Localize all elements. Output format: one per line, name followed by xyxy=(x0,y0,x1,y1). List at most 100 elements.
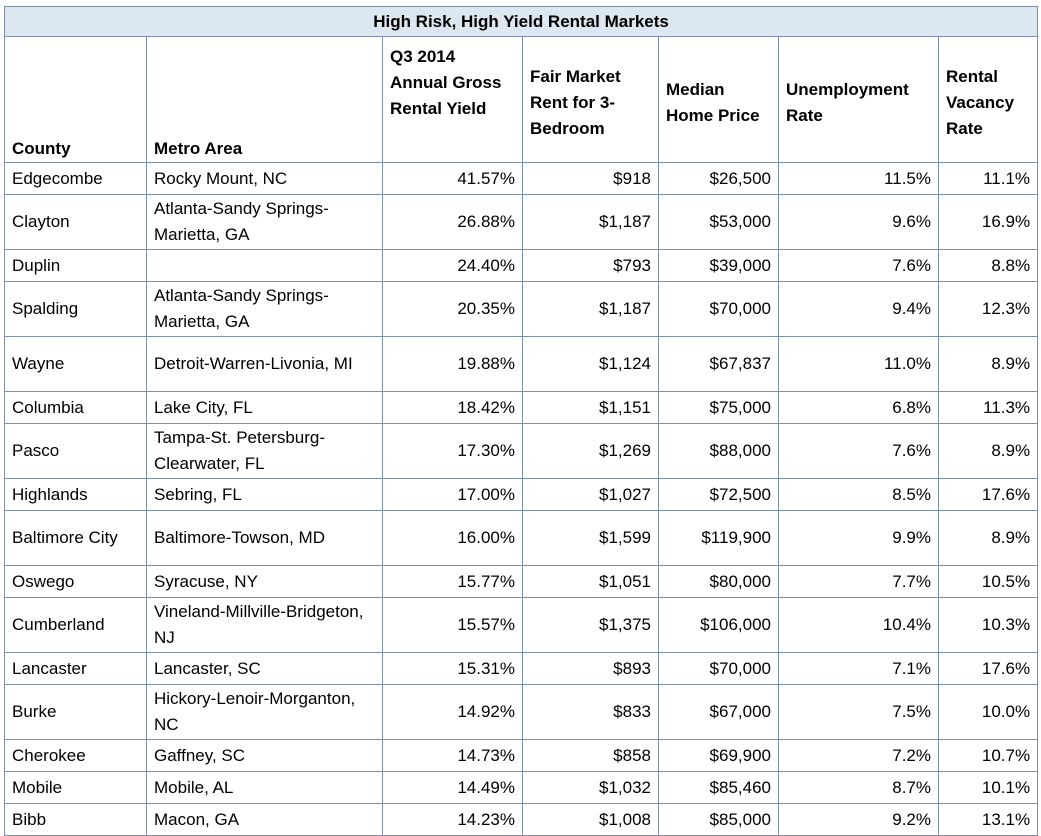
unemployment-rate-cell: 9.6% xyxy=(778,194,939,250)
table-row: Baltimore City Baltimore-Towson, MD 16.0… xyxy=(4,510,1039,566)
unemployment-rate-cell: 7.5% xyxy=(778,684,939,740)
column-header-rental-vacancy-rate: Rental Vacancy Rate xyxy=(937,36,1039,163)
rental-markets-table-container: High Risk, High Yield Rental Markets Cou… xyxy=(3,6,1039,836)
unemployment-rate-cell: 7.6% xyxy=(778,249,939,282)
rental-vacancy-rate-cell: 10.3% xyxy=(937,597,1039,653)
header-row: County Metro Area Q3 2014 Annual Gross R… xyxy=(4,36,1039,163)
unemployment-rate-cell: 7.2% xyxy=(778,739,939,772)
fair-market-rent-cell: $858 xyxy=(522,739,659,772)
table-body: Edgecombe Rocky Mount, NC 41.57% $918 $2… xyxy=(4,162,1039,836)
fair-market-rent-cell: $1,187 xyxy=(522,281,659,337)
fair-market-rent-cell: $918 xyxy=(522,162,659,195)
gross-rental-yield-cell: 15.31% xyxy=(382,652,523,685)
fair-market-rent-cell: $1,375 xyxy=(522,597,659,653)
county-cell: Clayton xyxy=(4,194,147,250)
fair-market-rent-cell: $1,187 xyxy=(522,194,659,250)
median-home-price-cell: $69,900 xyxy=(658,739,779,772)
gross-rental-yield-cell: 17.30% xyxy=(382,423,523,479)
median-home-price-cell: $67,000 xyxy=(658,684,779,740)
gross-rental-yield-cell: 19.88% xyxy=(382,336,523,392)
column-header-gross-rental-yield: Q3 2014 Annual Gross Rental Yield xyxy=(382,36,523,163)
county-cell: Cumberland xyxy=(4,597,147,653)
median-home-price-cell: $72,500 xyxy=(658,478,779,511)
median-home-price-cell: $75,000 xyxy=(658,391,779,424)
unemployment-rate-cell: 8.5% xyxy=(778,478,939,511)
column-header-median-home-price: Median Home Price xyxy=(658,36,779,163)
fair-market-rent-cell: $1,027 xyxy=(522,478,659,511)
rental-vacancy-rate-cell: 11.3% xyxy=(937,391,1039,424)
unemployment-rate-cell: 6.8% xyxy=(778,391,939,424)
fair-market-rent-cell: $893 xyxy=(522,652,659,685)
fair-market-rent-cell: $1,599 xyxy=(522,510,659,566)
rental-markets-table: High Risk, High Yield Rental Markets Cou… xyxy=(3,6,1039,836)
fair-market-rent-cell: $1,051 xyxy=(522,565,659,598)
metro-area-cell: Rocky Mount, NC xyxy=(146,162,383,195)
rental-vacancy-rate-cell: 12.3% xyxy=(937,281,1039,337)
fair-market-rent-cell: $1,151 xyxy=(522,391,659,424)
county-cell: Pasco xyxy=(4,423,147,479)
county-cell: Columbia xyxy=(4,391,147,424)
county-cell: Baltimore City xyxy=(4,510,147,566)
gross-rental-yield-cell: 24.40% xyxy=(382,249,523,282)
metro-area-cell: Lake City, FL xyxy=(146,391,383,424)
median-home-price-cell: $80,000 xyxy=(658,565,779,598)
median-home-price-cell: $70,000 xyxy=(658,652,779,685)
median-home-price-cell: $119,900 xyxy=(658,510,779,566)
county-cell: Duplin xyxy=(4,249,147,282)
table-title: High Risk, High Yield Rental Markets xyxy=(3,6,1039,37)
metro-area-cell: Hickory-Lenoir-Morganton, NC xyxy=(146,684,383,740)
rental-vacancy-rate-cell: 10.7% xyxy=(937,739,1039,772)
gross-rental-yield-cell: 41.57% xyxy=(382,162,523,195)
metro-area-cell: Atlanta-Sandy Springs-Marietta, GA xyxy=(146,194,383,250)
table-row: Clayton Atlanta-Sandy Springs-Marietta, … xyxy=(4,194,1039,250)
county-cell: Lancaster xyxy=(4,652,147,685)
gross-rental-yield-cell: 18.42% xyxy=(382,391,523,424)
table-row: Lancaster Lancaster, SC 15.31% $893 $70,… xyxy=(4,652,1039,685)
fair-market-rent-cell: $1,124 xyxy=(522,336,659,392)
gross-rental-yield-cell: 20.35% xyxy=(382,281,523,337)
rental-vacancy-rate-cell: 10.5% xyxy=(937,565,1039,598)
table-row: Highlands Sebring, FL 17.00% $1,027 $72,… xyxy=(4,478,1039,511)
rental-vacancy-rate-cell: 8.9% xyxy=(937,510,1039,566)
unemployment-rate-cell: 9.9% xyxy=(778,510,939,566)
rental-vacancy-rate-cell: 8.8% xyxy=(937,249,1039,282)
gross-rental-yield-cell: 17.00% xyxy=(382,478,523,511)
county-cell: Burke xyxy=(4,684,147,740)
county-cell: Highlands xyxy=(4,478,147,511)
column-header-county: County xyxy=(4,36,147,163)
gross-rental-yield-cell: 15.77% xyxy=(382,565,523,598)
table-row: Cumberland Vineland-Millville-Bridgeton,… xyxy=(4,597,1039,653)
table-row: Cherokee Gaffney, SC 14.73% $858 $69,900… xyxy=(4,739,1039,772)
gross-rental-yield-cell: 14.73% xyxy=(382,739,523,772)
table-row: Duplin 24.40% $793 $39,000 7.6% 8.8% xyxy=(4,249,1039,282)
median-home-price-cell: $106,000 xyxy=(658,597,779,653)
fair-market-rent-cell: $793 xyxy=(522,249,659,282)
median-home-price-cell: $53,000 xyxy=(658,194,779,250)
gross-rental-yield-cell: 26.88% xyxy=(382,194,523,250)
median-home-price-cell: $88,000 xyxy=(658,423,779,479)
unemployment-rate-cell: 7.6% xyxy=(778,423,939,479)
gross-rental-yield-cell: 16.00% xyxy=(382,510,523,566)
gross-rental-yield-cell: 15.57% xyxy=(382,597,523,653)
table-row: Edgecombe Rocky Mount, NC 41.57% $918 $2… xyxy=(4,162,1039,195)
median-home-price-cell: $85,460 xyxy=(658,771,779,804)
table-row: Wayne Detroit-Warren-Livonia, MI 19.88% … xyxy=(4,336,1039,392)
table-row: Spalding Atlanta-Sandy Springs-Marietta,… xyxy=(4,281,1039,337)
unemployment-rate-cell: 7.7% xyxy=(778,565,939,598)
rental-vacancy-rate-cell: 8.9% xyxy=(937,423,1039,479)
table-title-row: High Risk, High Yield Rental Markets xyxy=(3,6,1039,37)
table-row: Burke Hickory-Lenoir-Morganton, NC 14.92… xyxy=(4,684,1039,740)
median-home-price-cell: $67,837 xyxy=(658,336,779,392)
metro-area-cell xyxy=(146,249,383,282)
rental-vacancy-rate-cell: 10.1% xyxy=(937,771,1039,804)
county-cell: Spalding xyxy=(4,281,147,337)
fair-market-rent-cell: $1,269 xyxy=(522,423,659,479)
rental-vacancy-rate-cell: 8.9% xyxy=(937,336,1039,392)
table-row: Pasco Tampa-St. Petersburg-Clearwater, F… xyxy=(4,423,1039,479)
rental-vacancy-rate-cell: 10.0% xyxy=(937,684,1039,740)
unemployment-rate-cell: 9.4% xyxy=(778,281,939,337)
gross-rental-yield-cell: 14.49% xyxy=(382,771,523,804)
unemployment-rate-cell: 11.0% xyxy=(778,336,939,392)
table-row: Mobile Mobile, AL 14.49% $1,032 $85,460 … xyxy=(4,771,1039,804)
metro-area-cell: Atlanta-Sandy Springs-Marietta, GA xyxy=(146,281,383,337)
